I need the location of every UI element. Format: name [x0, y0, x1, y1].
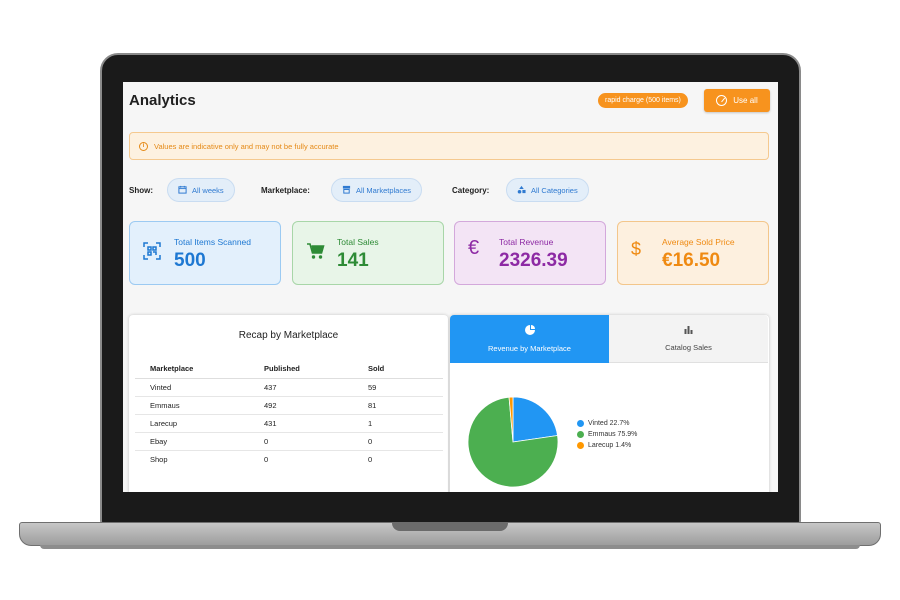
legend-label: Larecup 1.4% — [588, 442, 632, 449]
table-cell: 437 — [249, 378, 353, 397]
store-icon — [342, 185, 351, 196]
legend-dot — [577, 420, 584, 427]
stat-label: Average Sold Price — [662, 237, 735, 247]
table-cell: 81 — [353, 396, 443, 415]
column-header: Sold — [353, 359, 443, 379]
column-header: Marketplace — [135, 359, 249, 379]
warning-banner: i Values are indicative only and may not… — [129, 132, 769, 160]
marketplace-filter-chip[interactable]: All Marketplaces — [331, 178, 423, 202]
table-row: Ebay 0 0 — [135, 432, 443, 451]
use-all-button[interactable]: Use all — [704, 89, 770, 112]
column-header: Published — [249, 359, 353, 379]
revenue-pie-chart — [467, 396, 559, 488]
legend-dot — [577, 431, 584, 438]
qr-scan-icon — [143, 242, 161, 266]
table-cell: 0 — [353, 432, 443, 451]
show-filter-label: Show: — [129, 186, 153, 195]
tab-catalog-sales[interactable]: Catalog Sales — [609, 315, 768, 363]
show-filter-chip[interactable]: All weeks — [167, 178, 235, 202]
tab-label: Catalog Sales — [665, 343, 712, 352]
tab-label: Revenue by Marketplace — [488, 344, 571, 353]
table-header-row: Marketplace Published Sold — [135, 359, 443, 379]
stat-card-items-scanned: Total Items Scanned 500 — [129, 221, 281, 285]
table-cell: 1 — [353, 414, 443, 433]
stat-card-average-price: $ Average Sold Price €16.50 — [617, 221, 769, 285]
app-screen: Analytics rapid charge (500 items) Use a… — [123, 82, 778, 492]
legend-dot — [577, 442, 584, 449]
marketplace-filter-value: All Marketplaces — [356, 185, 412, 195]
table-cell: Larecup — [135, 414, 249, 433]
laptop-notch — [392, 522, 508, 531]
table-cell: 0 — [368, 454, 373, 464]
stat-value: 2326.39 — [499, 250, 568, 271]
legend-item: Larecup 1.4% — [577, 440, 637, 451]
table-cell: 431 — [249, 414, 353, 433]
stat-label: Total Sales — [337, 237, 379, 247]
marketplace-filter-label: Marketplace: — [261, 186, 310, 195]
category-filter-value: All Categories — [531, 185, 578, 195]
table-cell: 0 — [264, 454, 269, 464]
recap-title: Recap by Marketplace — [238, 330, 339, 341]
info-icon: i — [139, 141, 148, 151]
category-filter-chip[interactable]: All Categories — [506, 178, 589, 202]
table-row: Larecup 431 1 — [135, 414, 443, 433]
calendar-icon — [178, 185, 187, 196]
legend-label: Vinted 22.7% — [588, 420, 630, 427]
table-row: Vinted 437 59 — [135, 378, 443, 397]
table-cell: 0 — [249, 432, 353, 451]
table-cell: Emmaus — [135, 396, 249, 415]
shapes-icon — [517, 185, 526, 196]
stat-label: Total Revenue — [499, 237, 554, 247]
euro-icon: € — [468, 237, 480, 259]
stat-label: Total Items Scanned — [174, 237, 252, 247]
recap-table: Marketplace Published Sold Vinted 437 59… — [135, 359, 443, 468]
show-filter-value: All weeks — [192, 185, 224, 195]
gauge-icon — [716, 95, 728, 106]
table-row: Shop 0 0 — [135, 450, 443, 468]
cart-icon — [306, 242, 325, 266]
dollar-icon: $ — [631, 239, 642, 259]
table-cell: 492 — [249, 396, 353, 415]
legend-label: Emmaus 75.9% — [588, 431, 638, 438]
rapid-charge-badge[interactable]: rapid charge (500 items) — [598, 93, 688, 108]
table-row: Emmaus 492 81 — [135, 396, 443, 415]
pie-slice-1[interactable] — [467, 396, 559, 488]
pie-slice-0[interactable] — [512, 396, 558, 443]
table-cell: Vinted — [135, 378, 249, 397]
page-title: Analytics — [129, 92, 196, 109]
category-filter-label: Category: — [452, 186, 490, 195]
recap-panel: Recap by Marketplace Marketplace Publish… — [129, 315, 448, 492]
table-cell: 59 — [353, 378, 443, 397]
legend-item: Emmaus 75.9% — [577, 429, 637, 440]
use-all-label: Use all — [733, 96, 758, 105]
pie-slice-2[interactable] — [508, 396, 514, 443]
stat-value: 500 — [174, 250, 206, 271]
stat-value: 141 — [337, 250, 369, 271]
table-cell: Ebay — [135, 432, 249, 451]
stat-card-total-revenue: € Total Revenue 2326.39 — [454, 221, 606, 285]
tab-revenue-by-marketplace[interactable]: Revenue by Marketplace — [450, 315, 609, 363]
stat-value: €16.50 — [662, 250, 721, 271]
warning-text: Values are indicative only and may not b… — [154, 141, 339, 151]
pie-chart-icon — [524, 325, 535, 337]
table-cell: Shop — [150, 454, 168, 464]
stat-card-total-sales: Total Sales 141 — [292, 221, 444, 285]
bar-chart-icon — [684, 325, 693, 336]
legend-item: Vinted 22.7% — [577, 418, 637, 429]
charts-panel: Revenue by Marketplace Catalog Sales Vin… — [450, 315, 769, 492]
laptop-shadow — [40, 545, 860, 549]
pie-legend: Vinted 22.7% Emmaus 75.9% Larecup 1.4% — [577, 418, 637, 451]
